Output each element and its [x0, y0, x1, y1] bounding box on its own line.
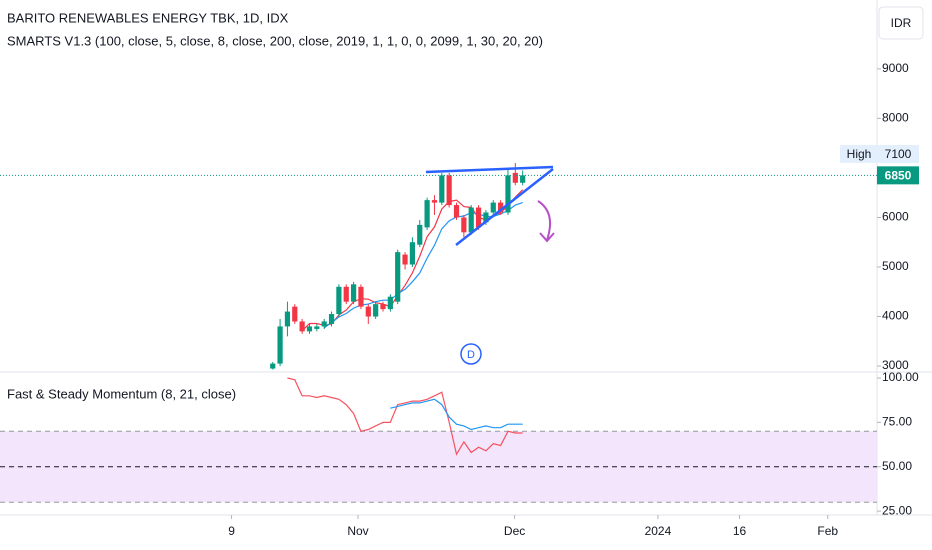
candle-body: [505, 175, 511, 213]
candle-body: [284, 311, 291, 327]
y-tick-label: 9000: [882, 61, 909, 75]
high-box: [840, 144, 919, 163]
candle-body: [417, 224, 423, 245]
x-tick-label: Dec: [504, 524, 525, 538]
candle-body: [328, 314, 335, 324]
candle-body: [299, 321, 305, 332]
candle-body: [314, 326, 320, 329]
candle-body: [498, 202, 504, 213]
indicator-line: [390, 398, 523, 431]
y-tick-label: 3000: [882, 358, 909, 372]
marker-text: D: [467, 349, 475, 361]
currency-label: IDR: [891, 16, 912, 30]
candle-body: [292, 306, 298, 322]
candle-body: [431, 200, 438, 203]
trend-line: [425, 165, 554, 174]
candle-body: [520, 175, 526, 183]
candle-body: [277, 326, 283, 364]
candle-body: [373, 304, 379, 317]
high-value: 7100: [885, 147, 912, 161]
indicator-line: [323, 202, 523, 329]
currency-button[interactable]: [878, 6, 924, 40]
x-tick-label: 9: [228, 524, 235, 538]
candle-body: [468, 207, 474, 233]
high-caption: High: [847, 147, 872, 161]
candle-body: [365, 306, 371, 317]
y-tick-label: 5000: [882, 259, 909, 273]
trend-line: [455, 168, 554, 246]
arrow-drawing: [537, 200, 552, 241]
dividend-marker[interactable]: [460, 343, 482, 365]
x-tick-label: Nov: [347, 524, 368, 538]
y-tick-label: 4000: [882, 309, 909, 323]
last-price-box: [877, 166, 919, 185]
candle-body: [343, 286, 349, 302]
y-tick-label: 8000: [882, 111, 909, 125]
candle-body: [358, 286, 364, 307]
indicator-line: [287, 377, 523, 456]
x-tick-label: Feb: [817, 524, 838, 538]
y-tick-label: 25.00: [882, 503, 912, 517]
candle-body: [446, 175, 452, 206]
x-tick-label: 16: [733, 524, 747, 538]
candle-body: [395, 252, 401, 302]
candle-body: [453, 205, 460, 218]
candle-body: [321, 321, 327, 327]
y-tick-label: 50.00: [882, 459, 912, 473]
candle-body: [483, 212, 489, 223]
candle-body: [350, 284, 357, 302]
candle-body: [475, 207, 482, 228]
candle-body: [409, 242, 416, 265]
plot-layer: 9 Nov Dec 2024 16 Feb 3000 4000 5000 6000 8000 9000…: [0, 61, 919, 538]
y-tick-label: 6000: [882, 210, 909, 224]
candle-body: [336, 286, 342, 315]
last-price-label: 6850: [885, 169, 912, 183]
candle-body: [490, 202, 496, 213]
candle-body: [512, 172, 518, 183]
symbol-title: BARITO RENEWABLES ENERGY TBK, 1D, IDX: [7, 10, 289, 25]
candle-body: [306, 326, 313, 332]
candle-body: [270, 363, 276, 369]
y-tick-label: 100.00: [882, 370, 919, 384]
candle-body: [461, 217, 467, 233]
candle-body: [424, 200, 430, 228]
candle-body: [387, 296, 393, 310]
indicator-label: SMARTS V1.3 (100, close, 5, close, 8, cl…: [7, 33, 543, 48]
band-fill: [0, 431, 877, 503]
y-tick-label: 75.00: [882, 415, 912, 429]
oscillator-title: Fast & Steady Momentum (8, 21, close): [7, 386, 236, 401]
candle-body: [439, 175, 445, 203]
candle-body: [402, 254, 408, 265]
x-tick-label: 2024: [645, 524, 672, 538]
arrow-head: [539, 232, 555, 243]
candle-body: [380, 304, 386, 310]
